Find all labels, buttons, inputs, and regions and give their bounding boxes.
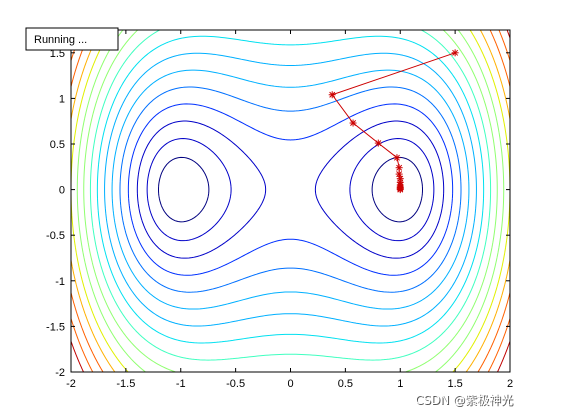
path-point-marker [393,154,401,162]
status-box-frame [25,27,119,51]
path-point-marker [395,170,403,178]
contour-level-7 [96,35,485,344]
contour-level-4 [119,86,462,293]
optimization-path [328,49,459,194]
y-tick-label: -1.5 [46,321,65,333]
y-tick-label: -1 [55,276,65,288]
contour-level-8 [89,30,492,361]
contour-level-0 [158,156,423,223]
path-point-marker [396,186,404,194]
status-box: Running ... [25,27,119,51]
y-tick-label: -0.5 [46,230,65,242]
axis-ticks: -2 -1.5 -1 -0.5 0 0.5 1 1.5 2 -2 -1.5 -1 -0.5 0 0.5 1 1.… [46,30,513,390]
y-tick-label: 0 [59,185,65,197]
path-point-marker [349,119,357,127]
contour-level-6 [104,52,477,327]
contour-level-5 [111,69,470,310]
x-tick-label: -1 [176,378,186,390]
path-point-marker [328,91,336,99]
y-tick-label: 0.5 [50,139,65,151]
x-tick-label: 1.5 [447,378,462,390]
y-tick-label: -2 [55,367,65,379]
contour-level-10 [76,30,505,372]
contour-level-9 [83,30,498,372]
watermark: CSDN @紫极神光 CSDN @紫极神光 [415,393,514,408]
x-tick-label: 1 [397,378,403,390]
path-point-marker [374,139,382,147]
x-tick-label: 0.5 [338,378,353,390]
status-text: Running ... [34,34,87,46]
x-tick-label: 2 [507,378,513,390]
contour-level-2 [136,120,445,259]
x-tick-label: -1.5 [116,378,135,390]
watermark-text: CSDN @紫极神光 [415,393,513,407]
x-tick-label: -2 [66,378,76,390]
watermark-shadow: CSDN @紫极神光 [416,394,514,408]
y-tick-label: 1 [59,93,65,105]
x-tick-label: -0.5 [226,378,245,390]
path-point-marker [395,164,403,172]
path-point-marker [451,49,459,57]
y-tick-label: 1.5 [50,48,65,60]
contour-level-3 [127,103,454,276]
x-tick-label: 0 [287,378,293,390]
